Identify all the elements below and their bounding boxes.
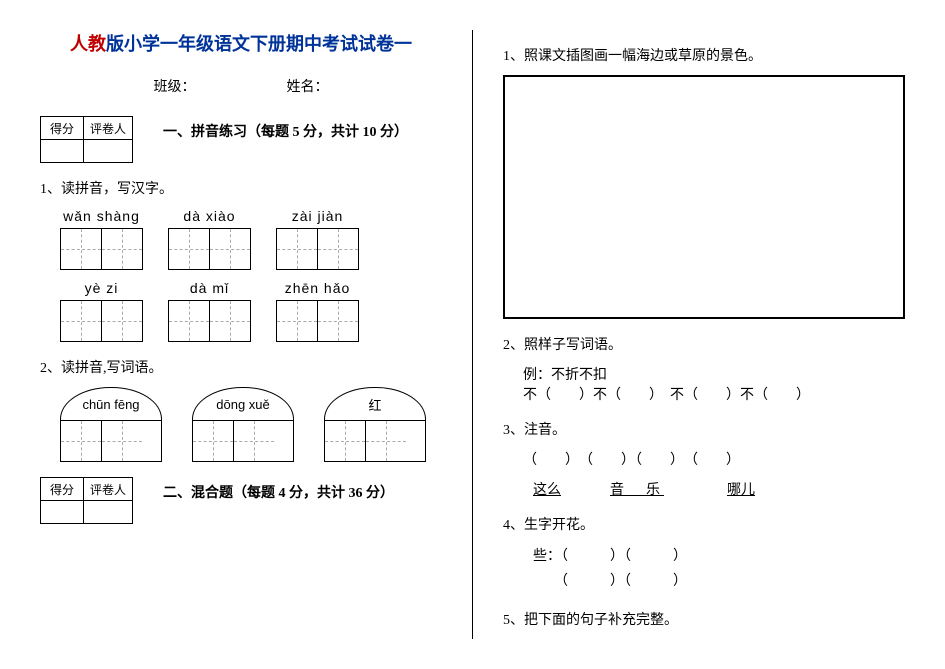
info-line: 班级： 姓名： [40, 76, 442, 96]
score-header-pjr: 评卷人 [84, 117, 133, 140]
score-box-1: 得分 评卷人 [40, 116, 133, 163]
tianzi-box[interactable] [276, 300, 359, 342]
drawing-box[interactable] [503, 75, 905, 319]
class-label: 班级： [154, 80, 196, 95]
question-1-2: 2、读拼音,写词语。 [40, 357, 442, 377]
q2-3-words: 这么 音 乐 哪儿 [533, 479, 905, 499]
pinyin-label: zhēn hǎo [276, 280, 359, 296]
question-2-5: 5、把下面的句子补充完整。 [503, 609, 905, 629]
q2-4-line1[interactable]: 些：（ ）（ ） [533, 544, 905, 569]
cloud-label: chūn fēng [60, 387, 162, 420]
q2-2-fill[interactable]: 不（ ）不（ ） 不（ ）不（ ） [523, 384, 905, 404]
question-2-3: 3、注音。 [503, 419, 905, 439]
tianzi-box[interactable] [192, 420, 294, 462]
word-naer: 哪儿 [727, 483, 755, 498]
tianzi-box[interactable] [276, 228, 359, 270]
score-box-2: 得分 评卷人 [40, 477, 133, 524]
reviewer-cell[interactable] [84, 501, 133, 524]
score-cell[interactable] [41, 501, 84, 524]
tianzi-box[interactable] [60, 228, 143, 270]
word-yinyue: 音 乐 [610, 483, 664, 498]
pinyin-label: dà xiào [168, 208, 251, 224]
cloud-label: dōng xuě [192, 387, 294, 420]
tianzi-box[interactable] [60, 300, 143, 342]
q2-2-example: 例：不折不扣 [523, 364, 905, 384]
tianzi-box[interactable] [168, 228, 251, 270]
reviewer-cell[interactable] [84, 140, 133, 163]
pinyin-label: yè zi [60, 280, 143, 296]
page-title: 人教版小学一年级语文下册期中考试试卷一 [40, 30, 442, 56]
score-header-pjr: 评卷人 [84, 478, 133, 501]
word-zheme: 这么 [533, 483, 561, 498]
pinyin-label: wǎn shàng [60, 208, 143, 224]
cloud-label: 红 [324, 387, 426, 420]
score-header-defen: 得分 [41, 117, 84, 140]
name-label: 姓名： [287, 80, 329, 95]
q2-3-fill[interactable]: （ ） （ ）（ ） （ ） [523, 449, 905, 469]
pinyin-label: zài jiàn [276, 208, 359, 224]
column-divider [472, 30, 473, 639]
section-2-title: 二、混合题（每题 4 分，共计 36 分） [163, 477, 394, 502]
cloud-row: chūn fēng dōng xuě 红 [60, 387, 442, 462]
pinyin-label: dà mǐ [168, 280, 251, 296]
title-red: 人教 [70, 34, 106, 54]
pinyin-row-1: wǎn shàng dà xiào zài jiàn [60, 208, 442, 270]
pinyin-row-2: yè zi dà mǐ zhēn hǎo [60, 280, 442, 342]
score-cell[interactable] [41, 140, 84, 163]
tianzi-box[interactable] [168, 300, 251, 342]
question-1-1: 1、读拼音，写汉字。 [40, 178, 442, 198]
question-2-4: 4、生字开花。 [503, 514, 905, 534]
question-2-1: 1、照课文插图画一幅海边或草原的景色。 [503, 45, 905, 65]
score-header-defen: 得分 [41, 478, 84, 501]
tianzi-box[interactable] [60, 420, 162, 462]
tianzi-box[interactable] [324, 420, 426, 462]
q2-4-line2[interactable]: （ ）（ ） [533, 569, 905, 594]
title-blue: 版小学一年级语文下册期中考试试卷一 [106, 34, 412, 54]
section-1-title: 一、拼音练习（每题 5 分，共计 10 分） [163, 116, 408, 141]
question-2-2: 2、照样子写词语。 [503, 334, 905, 354]
